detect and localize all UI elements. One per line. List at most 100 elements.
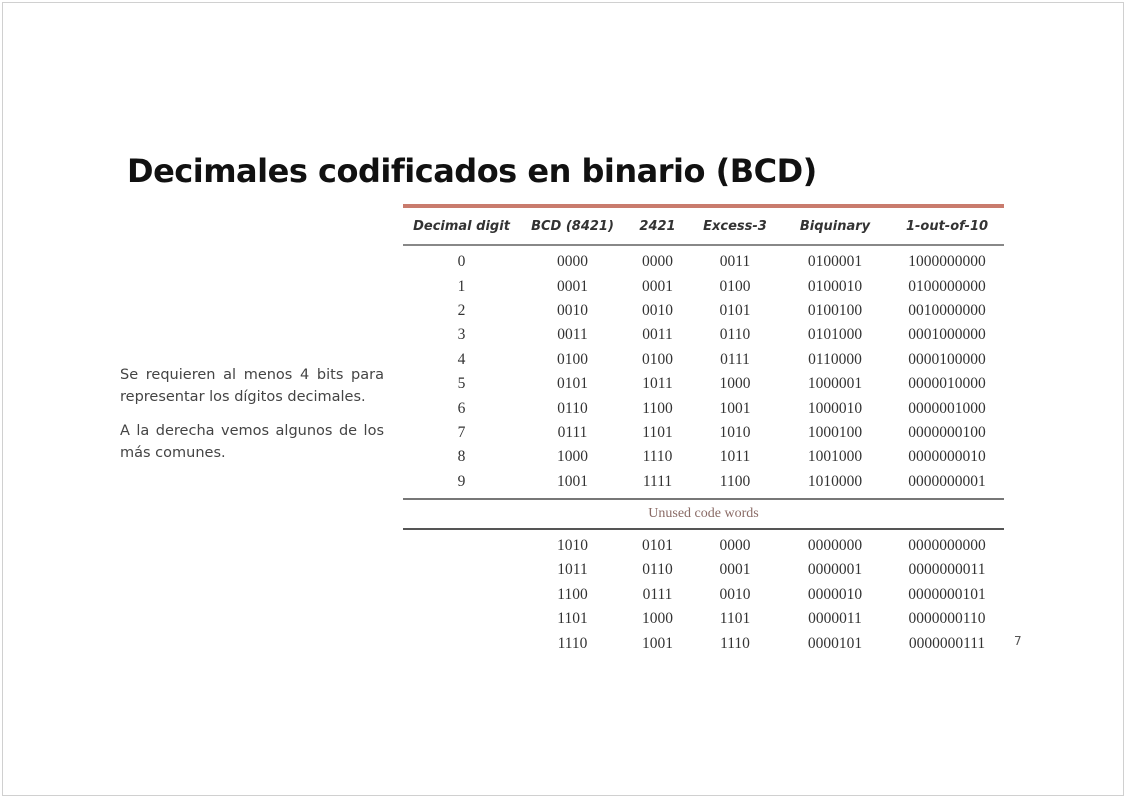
table-cell: 0110 xyxy=(719,326,751,344)
table-row: 6 0110 1100 1001 1000010 0000001000 xyxy=(403,396,1004,420)
table-cell: 1001 xyxy=(642,634,673,652)
table-cell: 0001 xyxy=(557,277,588,295)
table-row: 8 1000 1110 1011 1001000 0000000010 xyxy=(403,445,1004,469)
table-cell: 0000000010 xyxy=(908,448,986,466)
table-cell: 0101000 xyxy=(807,326,863,344)
table-cell: 0001000000 xyxy=(908,326,986,344)
table-cell: 1010 xyxy=(719,423,751,441)
table-cell: 0000000110 xyxy=(908,610,986,628)
table-row: 1101 1000 1101 0000011 0000000110 xyxy=(403,607,1004,631)
table-top-rule xyxy=(403,204,1004,208)
divider xyxy=(403,527,1004,530)
table-row: 3 0011 0011 0110 0101000 0001000000 xyxy=(403,323,1004,347)
table-row: 1010 0101 0000 0000000 0000000000 xyxy=(403,534,1004,558)
table-cell: 1100 xyxy=(642,399,673,417)
table-row: 1 0001 0001 0100 0100010 0100000000 xyxy=(403,274,1004,298)
column-header: 2421 xyxy=(639,218,676,234)
table-cell: 1000 xyxy=(719,375,751,393)
table-cell: 1011 xyxy=(557,561,588,579)
table-row: 0 0000 0000 0011 0100001 1000000000 xyxy=(403,250,1004,274)
table-cell: 0000100000 xyxy=(908,350,986,368)
table-cell: 1000 xyxy=(557,448,588,466)
table-cell: 0101 xyxy=(557,375,588,393)
table-row: 5 0101 1011 1000 1000001 0000010000 xyxy=(403,372,1004,396)
table-row: 4 0100 0100 0111 0110000 0000100000 xyxy=(403,348,1004,372)
table-cell: 1 xyxy=(457,277,466,295)
table-cell: 7 xyxy=(457,423,466,441)
table-cell: 1100 xyxy=(719,472,751,490)
table-row: 2 0010 0010 0101 0100100 0010000000 xyxy=(403,299,1004,323)
table-cell: 0000000000 xyxy=(908,537,986,555)
paragraph: Se requieren al menos 4 bits para repres… xyxy=(120,367,384,405)
table-cell: 0100001 xyxy=(807,253,863,271)
table-cell: 1000001 xyxy=(807,375,863,393)
table-cell: 0011 xyxy=(557,326,588,344)
table-cell: 0000010000 xyxy=(908,375,986,393)
table-row: 1011 0110 0001 0000001 0000000011 xyxy=(403,558,1004,582)
table-body: 0 0000 0000 0011 0100001 1000000000 1 0001 0001 0… xyxy=(403,246,1004,494)
table-cell: 1000100 xyxy=(807,423,863,441)
paragraph: A la derecha vemos algunos de los más co… xyxy=(120,423,384,461)
table-cell: 0000000001 xyxy=(908,472,986,490)
table-cell: 0111 xyxy=(720,350,750,368)
column-header: Excess-3 xyxy=(703,218,767,234)
table-cell: 1110 xyxy=(720,634,750,652)
table-cell: 3 xyxy=(457,326,466,344)
table-cell: 1101 xyxy=(719,610,751,628)
table-cell: 0000011 xyxy=(808,610,862,628)
table-cell: 1010 xyxy=(557,537,588,555)
table-cell: 0000001 xyxy=(807,561,863,579)
table-cell: 0010 xyxy=(557,301,588,319)
column-header: BCD (8421) xyxy=(531,218,614,234)
slide-title: Decimales codificados en binario (BCD) xyxy=(127,152,817,190)
table-cell: 0000 xyxy=(642,253,673,271)
table-cell: 0100100 xyxy=(807,301,863,319)
table-cell: 0 xyxy=(457,253,466,271)
table-cell: 0001 xyxy=(719,561,751,579)
column-header: Biquinary xyxy=(799,218,871,234)
table-cell: 0110 xyxy=(557,399,588,417)
table-cell: 9 xyxy=(457,472,466,490)
table-cell: 2 xyxy=(457,301,466,319)
table-row: 9 1001 1111 1100 1010000 0000000001 xyxy=(403,470,1004,494)
table-cell: 0100 xyxy=(557,350,588,368)
table-cell: 0100010 xyxy=(807,277,863,295)
table-cell: 0101 xyxy=(719,301,751,319)
table-cell: 1111 xyxy=(642,472,673,490)
table-cell: 0010 xyxy=(719,585,751,603)
table-cell: 0010 xyxy=(642,301,673,319)
page-number: 7 xyxy=(1014,634,1022,648)
table-cell: 0111 xyxy=(557,423,588,441)
table-cell: 1001 xyxy=(557,472,588,490)
table-cell: 1000010 xyxy=(807,399,863,417)
table-cell: 0111 xyxy=(642,585,673,603)
table-cell: 0011 xyxy=(719,253,751,271)
table-cell: 1110 xyxy=(557,634,588,652)
table-cell: 0000000 xyxy=(807,537,863,555)
table-cell: 0110 xyxy=(642,561,673,579)
table-cell: 0110000 xyxy=(808,350,862,368)
table-cell: 0000010 xyxy=(807,585,863,603)
table-cell: 0000000011 xyxy=(908,561,986,579)
table-cell: 1000 xyxy=(642,610,673,628)
table-cell: 1100 xyxy=(557,585,588,603)
table-cell: 0101 xyxy=(642,537,673,555)
table-cell: 0100 xyxy=(719,277,751,295)
table-cell: 0000000100 xyxy=(908,423,986,441)
divider xyxy=(403,497,1004,500)
table-cell: 0011 xyxy=(642,326,673,344)
table-cell: 4 xyxy=(457,350,466,368)
table-cell: 0100 xyxy=(642,350,673,368)
unused-rows: 1010 0101 0000 0000000 0000000000 1011 0110 000… xyxy=(403,534,1004,656)
table-cell: 1000000000 xyxy=(908,253,986,271)
table-cell: 1110 xyxy=(642,448,673,466)
table-cell: 1011 xyxy=(719,448,751,466)
column-header: 1-out-of-10 xyxy=(905,218,989,234)
table-cell: 1001 xyxy=(719,399,751,417)
table-cell: 1101 xyxy=(557,610,588,628)
slide-body: Se requieren al menos 4 bits para repres… xyxy=(120,364,384,476)
table-cell: 0000 xyxy=(719,537,751,555)
table-cell: 5 xyxy=(457,375,466,393)
table-cell: 0000000111 xyxy=(908,634,986,652)
